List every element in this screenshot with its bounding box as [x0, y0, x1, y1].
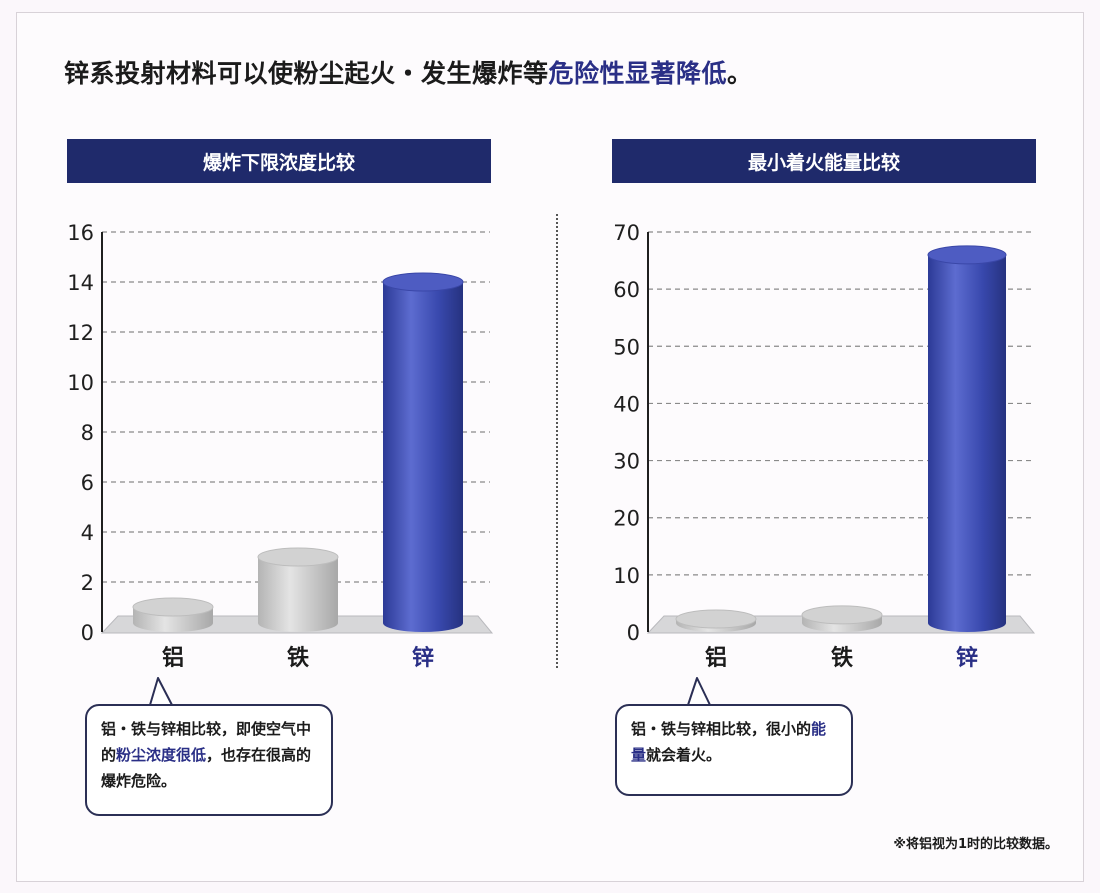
bar-body-锌 — [383, 282, 463, 632]
bar-top-铁 — [801, 605, 883, 625]
callout-left-text-1: 铝・铁与锌相比较，即使空气中的 — [101, 720, 312, 764]
footnote: ※将铝视为1时的比较数据。 — [893, 837, 1058, 852]
callout-ignition-note: 铝・铁与锌相比较，很小的能量就会着火。 — [615, 704, 853, 796]
callout-right-text-2: 就会着火。 — [646, 746, 722, 764]
callout-right-text-1: 铝・铁与锌相比较，很小的 — [631, 720, 812, 738]
bar-top-铝 — [132, 597, 214, 617]
y-tick-label: 14 — [67, 271, 94, 295]
category-label: 铝 — [705, 645, 727, 671]
callout-left-highlight: 粉尘浓度很低 — [116, 746, 207, 764]
category-label: 铁 — [831, 645, 853, 671]
callout-left-text-2: ，也存在很高的爆炸危险。 — [101, 746, 312, 790]
headline: 锌系投射材料可以使粉尘起火・发生爆炸等危险性显著降低。 — [64, 54, 753, 90]
y-tick-label: 16 — [67, 221, 94, 245]
category-label: 锌 — [956, 646, 978, 671]
callout-explosion-note: 铝・铁与锌相比较，即使空气中的粉尘浓度很低，也存在很高的爆炸危险。 — [85, 704, 333, 816]
bar-top-锌 — [927, 245, 1007, 265]
y-tick-label: 40 — [613, 392, 640, 416]
y-tick-label: 0 — [81, 621, 94, 645]
bar-body-铁 — [258, 557, 338, 632]
category-label: 锌 — [412, 646, 434, 671]
y-tick-label: 6 — [81, 471, 94, 495]
y-tick-label: 12 — [67, 321, 94, 345]
y-tick-label: 4 — [81, 521, 94, 545]
category-label: 铁 — [287, 645, 309, 671]
chart-title-ignition-energy: 最小着火能量比较 — [612, 139, 1036, 183]
category-label: 铝 — [162, 645, 184, 671]
chart-divider — [556, 214, 558, 668]
bar-top-铝 — [675, 609, 757, 629]
y-tick-label: 70 — [613, 221, 640, 245]
y-tick-label: 30 — [613, 450, 640, 474]
bar-body-锌 — [928, 254, 1006, 632]
callout-right-highlight: 能量 — [631, 720, 827, 764]
y-tick-label: 10 — [613, 564, 640, 588]
y-tick-label: 10 — [67, 371, 94, 395]
y-tick-label: 0 — [627, 621, 640, 645]
bar-top-铁 — [257, 547, 339, 567]
bar-top-锌 — [382, 272, 464, 292]
y-tick-label: 50 — [613, 335, 640, 359]
y-tick-label: 8 — [81, 421, 94, 445]
headline-prefix: 锌系投射材料可以使粉尘起火・发生爆炸等 — [64, 59, 549, 88]
y-tick-label: 60 — [613, 278, 640, 302]
chart-title-explosion-limit: 爆炸下限浓度比较 — [67, 139, 491, 183]
headline-suffix: 。 — [727, 59, 753, 88]
y-tick-label: 20 — [613, 507, 640, 531]
headline-highlight: 危险性显著降低 — [548, 59, 728, 88]
y-tick-label: 2 — [81, 571, 94, 595]
